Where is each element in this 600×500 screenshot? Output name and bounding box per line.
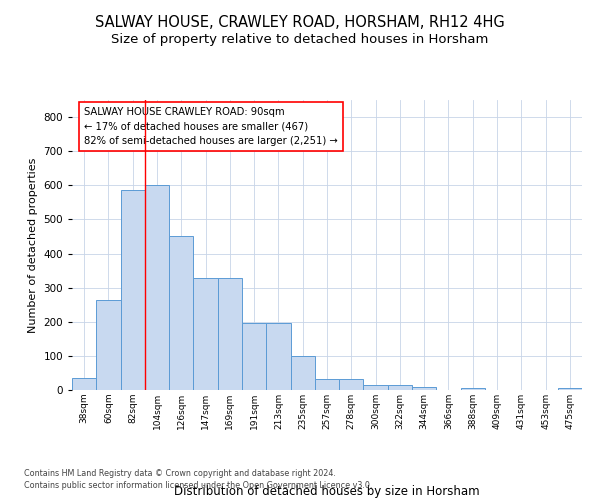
Bar — [412, 386, 436, 390]
Bar — [290, 356, 315, 390]
Bar — [388, 385, 412, 390]
Bar — [242, 324, 266, 390]
Text: Size of property relative to detached houses in Horsham: Size of property relative to detached ho… — [112, 32, 488, 46]
Bar — [266, 324, 290, 390]
Bar — [96, 300, 121, 390]
Bar — [558, 388, 582, 390]
Bar — [315, 379, 339, 390]
Text: Contains HM Land Registry data © Crown copyright and database right 2024.: Contains HM Land Registry data © Crown c… — [24, 468, 336, 477]
X-axis label: Distribution of detached houses by size in Horsham: Distribution of detached houses by size … — [174, 484, 480, 498]
Bar — [72, 378, 96, 390]
Bar — [145, 186, 169, 390]
Bar — [121, 190, 145, 390]
Text: SALWAY HOUSE CRAWLEY ROAD: 90sqm
← 17% of detached houses are smaller (467)
82% : SALWAY HOUSE CRAWLEY ROAD: 90sqm ← 17% o… — [84, 107, 338, 146]
Text: SALWAY HOUSE, CRAWLEY ROAD, HORSHAM, RH12 4HG: SALWAY HOUSE, CRAWLEY ROAD, HORSHAM, RH1… — [95, 15, 505, 30]
Bar — [193, 278, 218, 390]
Bar — [461, 388, 485, 390]
Bar — [339, 379, 364, 390]
Bar — [218, 278, 242, 390]
Bar — [364, 385, 388, 390]
Y-axis label: Number of detached properties: Number of detached properties — [28, 158, 38, 332]
Bar — [169, 236, 193, 390]
Text: Contains public sector information licensed under the Open Government Licence v3: Contains public sector information licen… — [24, 481, 373, 490]
